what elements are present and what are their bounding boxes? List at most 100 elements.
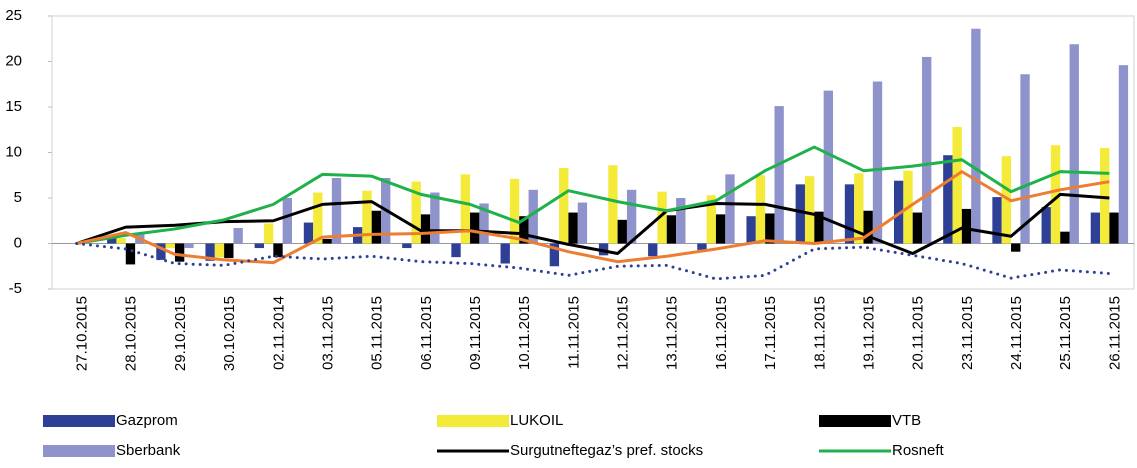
bar xyxy=(559,167,569,244)
bar xyxy=(313,192,323,244)
bar xyxy=(872,81,883,244)
y-tick-label: 5 xyxy=(14,189,22,206)
x-tick-label: 27.10.2015 xyxy=(74,296,91,371)
bar xyxy=(184,243,194,249)
bar xyxy=(814,211,824,244)
bar xyxy=(165,243,175,249)
legend-label: Gazprom xyxy=(116,412,178,429)
bar xyxy=(528,189,538,244)
x-tick-label: 18.11.2015 xyxy=(811,296,828,370)
x-tick-label: 11.11.2015 xyxy=(565,296,582,369)
bar xyxy=(608,165,618,244)
bar xyxy=(961,208,972,244)
bar xyxy=(509,178,520,244)
x-tick-label: 19.11.2015 xyxy=(860,296,877,370)
bar xyxy=(804,176,815,244)
bar xyxy=(322,238,332,244)
x-tick-label: 25.11.2015 xyxy=(1057,296,1074,370)
bar xyxy=(1118,65,1129,244)
bar xyxy=(1069,44,1079,244)
legend-swatch xyxy=(437,415,509,427)
bar xyxy=(971,28,981,244)
x-tick-label: 03.11.2015 xyxy=(319,296,336,370)
bar xyxy=(844,184,855,244)
bar xyxy=(676,198,686,244)
x-tick-label: 06.11.2015 xyxy=(418,296,435,370)
bar xyxy=(992,197,1002,244)
bar xyxy=(912,212,923,244)
legend-swatch xyxy=(819,415,891,427)
bar xyxy=(282,198,293,244)
plot-frame xyxy=(51,15,1135,290)
bar xyxy=(922,56,932,244)
x-tick-label: 24.11.2015 xyxy=(1008,296,1025,370)
bar xyxy=(725,174,735,244)
bar xyxy=(1050,145,1061,244)
bar xyxy=(1100,147,1110,244)
bar xyxy=(755,175,766,244)
bar xyxy=(648,243,658,257)
bar xyxy=(451,243,461,258)
bar xyxy=(273,243,283,258)
bar xyxy=(470,212,480,244)
bar xyxy=(214,243,225,258)
x-tick-label: 09.11.2015 xyxy=(467,296,484,370)
bar xyxy=(460,174,471,244)
x-tick-label: 10.11.2015 xyxy=(516,296,533,370)
legend-label: VTB xyxy=(892,412,921,429)
bar xyxy=(371,210,382,244)
bar xyxy=(233,228,243,244)
legend-label: Surgutneftegaz’s pref. stocks xyxy=(510,442,703,459)
bar xyxy=(107,236,117,244)
line xyxy=(76,145,1110,245)
bar xyxy=(715,214,726,244)
bar xyxy=(420,214,431,244)
bar xyxy=(331,177,342,244)
y-tick-label: 0 xyxy=(14,234,22,251)
bar xyxy=(854,173,864,244)
x-tick-label: 05.11.2015 xyxy=(369,296,386,370)
bar xyxy=(1109,212,1119,244)
bar xyxy=(1011,243,1021,252)
bar xyxy=(952,127,962,244)
bar xyxy=(1060,231,1070,244)
bar xyxy=(863,210,873,244)
x-tick-label: 29.10.2015 xyxy=(172,296,189,371)
legend-swatch xyxy=(43,445,115,457)
y-tick-label: 25 xyxy=(5,7,22,24)
bar xyxy=(626,189,637,244)
x-tick-label: 02.11.2014 xyxy=(270,296,287,370)
bar xyxy=(362,190,372,244)
line xyxy=(75,242,1111,281)
x-tick-label: 23.11.2015 xyxy=(959,296,976,370)
x-tick-label: 13.11.2015 xyxy=(664,296,681,370)
legend-label: Rosneft xyxy=(892,442,945,459)
bar xyxy=(500,243,510,264)
bar xyxy=(205,243,215,261)
x-tick-label: 26.11.2015 xyxy=(1106,296,1123,370)
bar xyxy=(823,90,834,244)
bar xyxy=(116,238,126,244)
bar xyxy=(765,213,775,244)
bar xyxy=(430,192,440,244)
bar xyxy=(156,243,166,260)
bar xyxy=(1020,74,1030,244)
bar xyxy=(1090,212,1101,244)
y-tick-label: 15 xyxy=(5,98,22,115)
y-tick-label: -5 xyxy=(9,280,22,297)
bar xyxy=(519,216,529,244)
x-tick-label: 20.11.2015 xyxy=(910,296,927,370)
bar xyxy=(479,203,489,244)
bar xyxy=(943,155,953,244)
x-tick-label: 30.10.2015 xyxy=(221,296,238,371)
bar xyxy=(549,243,560,267)
bar xyxy=(657,191,667,244)
x-tick-label: 28.10.2015 xyxy=(123,296,140,371)
bar xyxy=(893,180,904,244)
bar xyxy=(402,243,412,249)
y-tick-label: 20 xyxy=(5,52,22,69)
line xyxy=(76,192,1110,256)
bar xyxy=(263,223,274,244)
bar xyxy=(1001,156,1012,244)
bar xyxy=(303,222,314,244)
